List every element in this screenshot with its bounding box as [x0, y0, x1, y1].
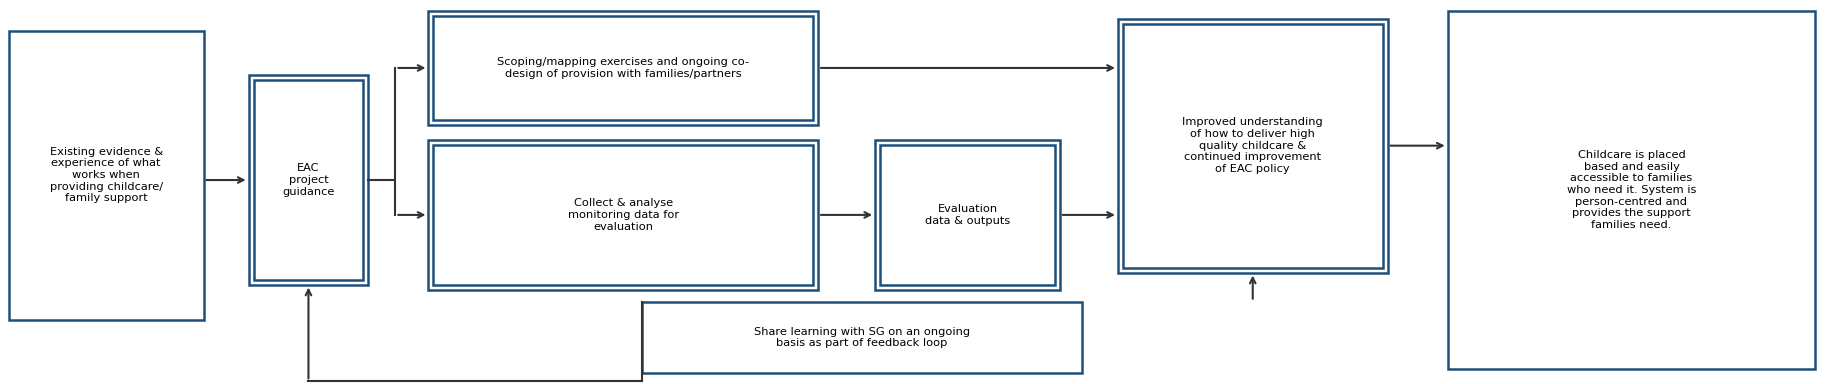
Text: Childcare is placed
based and easily
accessible to families
who need it. System : Childcare is placed based and easily acc…: [1567, 150, 1696, 230]
FancyBboxPatch shape: [1448, 11, 1815, 369]
Text: EAC
project
guidance: EAC project guidance: [283, 164, 334, 197]
FancyBboxPatch shape: [1118, 19, 1388, 273]
Text: Improved understanding
of how to deliver high
quality childcare &
continued impr: Improved understanding of how to deliver…: [1183, 118, 1324, 174]
Text: Scoping/mapping exercises and ongoing co-
design of provision with families/part: Scoping/mapping exercises and ongoing co…: [497, 57, 749, 79]
Text: Collect & analyse
monitoring data for
evaluation: Collect & analyse monitoring data for ev…: [568, 198, 679, 232]
Text: Share learning with SG on an ongoing
basis as part of feedback loop: Share learning with SG on an ongoing bas…: [754, 327, 970, 348]
FancyBboxPatch shape: [9, 31, 203, 319]
FancyBboxPatch shape: [248, 75, 369, 285]
FancyBboxPatch shape: [429, 11, 818, 125]
Text: Existing evidence &
experience of what
works when
providing childcare/
family su: Existing evidence & experience of what w…: [49, 147, 163, 203]
FancyBboxPatch shape: [429, 140, 818, 290]
FancyBboxPatch shape: [875, 140, 1059, 290]
FancyBboxPatch shape: [643, 301, 1081, 373]
Text: Evaluation
data & outputs: Evaluation data & outputs: [924, 204, 1010, 226]
